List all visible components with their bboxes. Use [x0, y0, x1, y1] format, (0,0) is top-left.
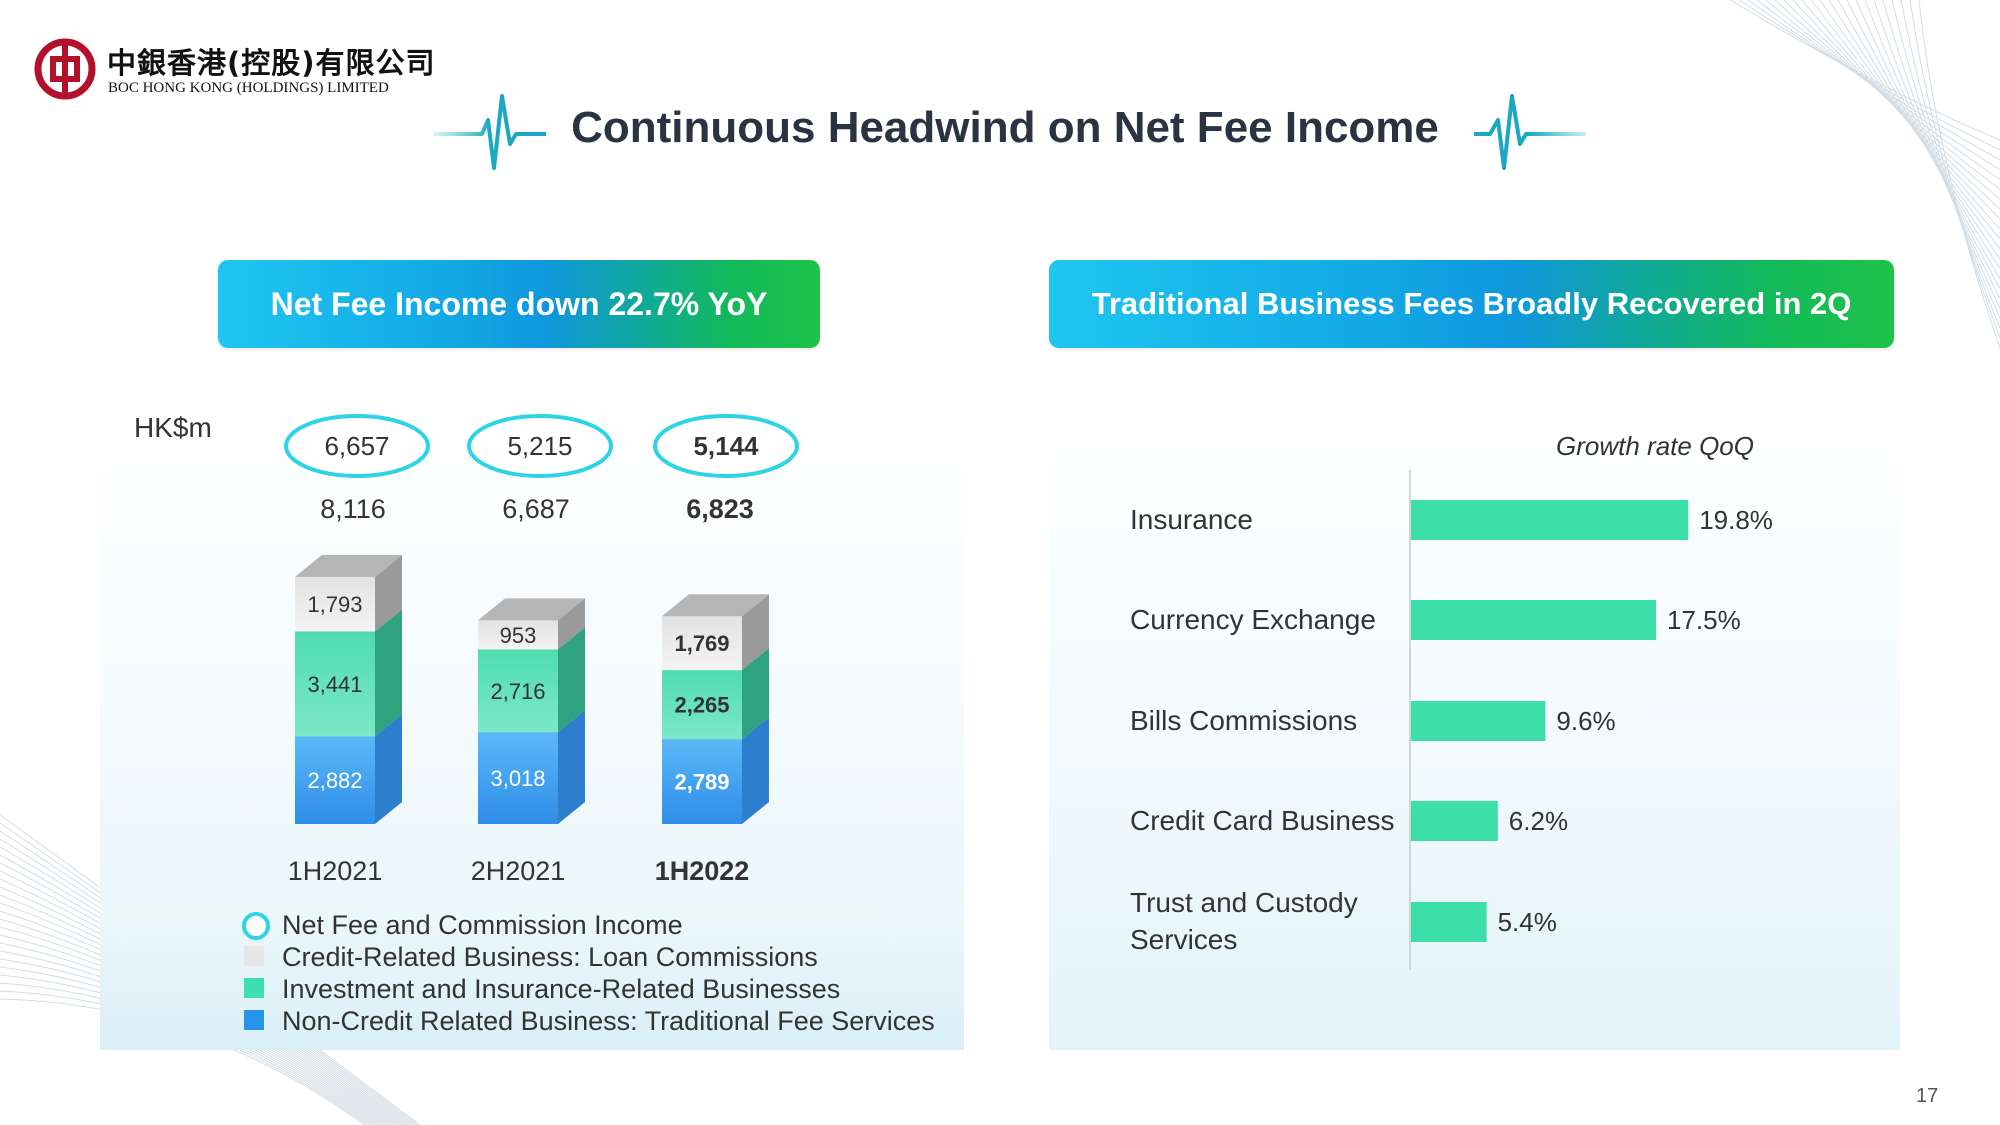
pulse-line-icon: [1474, 94, 1586, 170]
bar-top-face: [295, 554, 402, 577]
net-fee-value-label: 6,657: [324, 431, 389, 461]
category-axis-label: 2H2021: [471, 856, 566, 886]
net-fee-ellipse: [284, 414, 430, 478]
bar-side-face: [558, 710, 585, 824]
logo-chinese-name: 中銀香港(控股)有限公司: [107, 46, 436, 80]
segment-value-label: 953: [500, 623, 537, 648]
segment-value-label: 2,882: [307, 768, 362, 793]
logo-english-name: BOC HONG KONG (HOLDINGS) LIMITED: [108, 80, 389, 96]
bar-total-label: 6,687: [502, 494, 570, 524]
stacked-bar-segment: [478, 649, 558, 733]
stacked-bar-segment: [295, 576, 375, 632]
bar-side-face: [375, 554, 402, 632]
stacked-bar-segment: [478, 620, 558, 650]
net-fee-income-banner: Net Fee Income down 22.7% YoY: [218, 260, 820, 348]
legend-label: Net Fee and Commission Income: [282, 910, 683, 940]
category-label: Bills Commissions: [1130, 705, 1357, 736]
bar-side-face: [558, 627, 585, 733]
bar-top-face: [662, 594, 769, 617]
category-axis-label: 1H2021: [288, 856, 383, 886]
bar-side-face: [742, 594, 769, 671]
traditional-fees-banner: Traditional Business Fees Broadly Recove…: [1049, 260, 1894, 348]
bar-side-face: [558, 598, 585, 650]
category-label: Credit Card Business: [1130, 805, 1395, 836]
stacked-bar-segment: [662, 739, 742, 824]
legend-label: Non-Credit Related Business: Traditional…: [282, 1006, 935, 1036]
net-fee-value-label: 5,215: [507, 431, 572, 461]
category-label: Trust and Custody: [1130, 887, 1358, 918]
legend-color-swatch: [244, 1010, 264, 1030]
category-axis-label: 1H2022: [655, 856, 750, 886]
legend-label: Credit-Related Business: Loan Commission…: [282, 942, 818, 972]
growth-value-label: 17.5%: [1667, 605, 1741, 635]
stacked-bar-segment: [295, 736, 375, 824]
pulse-line-icon: [434, 94, 546, 170]
bar-side-face: [742, 717, 769, 824]
growth-bar: [1411, 801, 1498, 841]
bar-side-face: [375, 609, 402, 737]
segment-value-label: 2,265: [674, 693, 729, 718]
bar-side-face: [375, 714, 402, 824]
segment-value-label: 2,716: [490, 679, 545, 704]
legend-ring-marker: [242, 912, 270, 940]
segment-value-label: 3,018: [490, 766, 545, 791]
legend-color-swatch: [244, 946, 264, 966]
growth-value-label: 9.6%: [1556, 706, 1615, 736]
category-label: Currency Exchange: [1130, 604, 1376, 635]
growth-value-label: 5.4%: [1498, 907, 1557, 937]
segment-value-label: 2,789: [674, 770, 729, 795]
page-number: 17: [1916, 1085, 1939, 1107]
stacked-bar-chart: 2,882 3,441 1,793 8,116 6,657 1H2021 3,018 2,71…: [284, 414, 799, 886]
unit-label: HK$m: [134, 412, 212, 443]
company-logo: 中銀香港(控股)有限公司 BOC HONG KONG (HOLDINGS) LI…: [34, 38, 454, 108]
chart-subtitle: Growth rate QoQ: [1556, 431, 1754, 461]
legend-label: Investment and Insurance-Related Busines…: [282, 974, 841, 1004]
growth-bar: [1411, 902, 1487, 942]
growth-rate-bar-chart: Growth rate QoQ 19.8% Insurance 17.5% Curren…: [1130, 431, 1773, 970]
bar-top-face: [478, 598, 585, 621]
bar-side-face: [742, 648, 769, 740]
net-fee-value-label: 5,144: [693, 431, 759, 461]
net-fee-ellipse: [653, 414, 799, 478]
segment-value-label: 3,441: [307, 672, 362, 697]
growth-bar: [1411, 701, 1546, 741]
bar-total-label: 8,116: [320, 494, 386, 524]
segment-value-label: 1,769: [674, 631, 729, 656]
growth-value-label: 19.8%: [1699, 505, 1773, 535]
legend-color-swatch: [244, 978, 264, 998]
segment-value-label: 1,793: [307, 592, 362, 617]
stacked-bar-segment: [478, 732, 558, 824]
page-header: Continuous Headwind on Net Fee Income: [430, 85, 1586, 175]
stacked-bar-segment: [662, 616, 742, 671]
stacked-bar-segment: [295, 631, 375, 737]
stacked-bar-segment: [662, 670, 742, 740]
net-fee-ellipse: [467, 414, 613, 478]
category-label: Services: [1130, 924, 1237, 955]
bar-total-label: 6,823: [686, 494, 754, 524]
growth-bar: [1411, 600, 1656, 640]
growth-bar: [1411, 500, 1689, 540]
boc-logo-icon: [34, 38, 96, 100]
page-title: Continuous Headwind on Net Fee Income: [571, 103, 1439, 152]
growth-value-label: 6.2%: [1509, 806, 1568, 836]
category-label: Insurance: [1130, 504, 1253, 535]
